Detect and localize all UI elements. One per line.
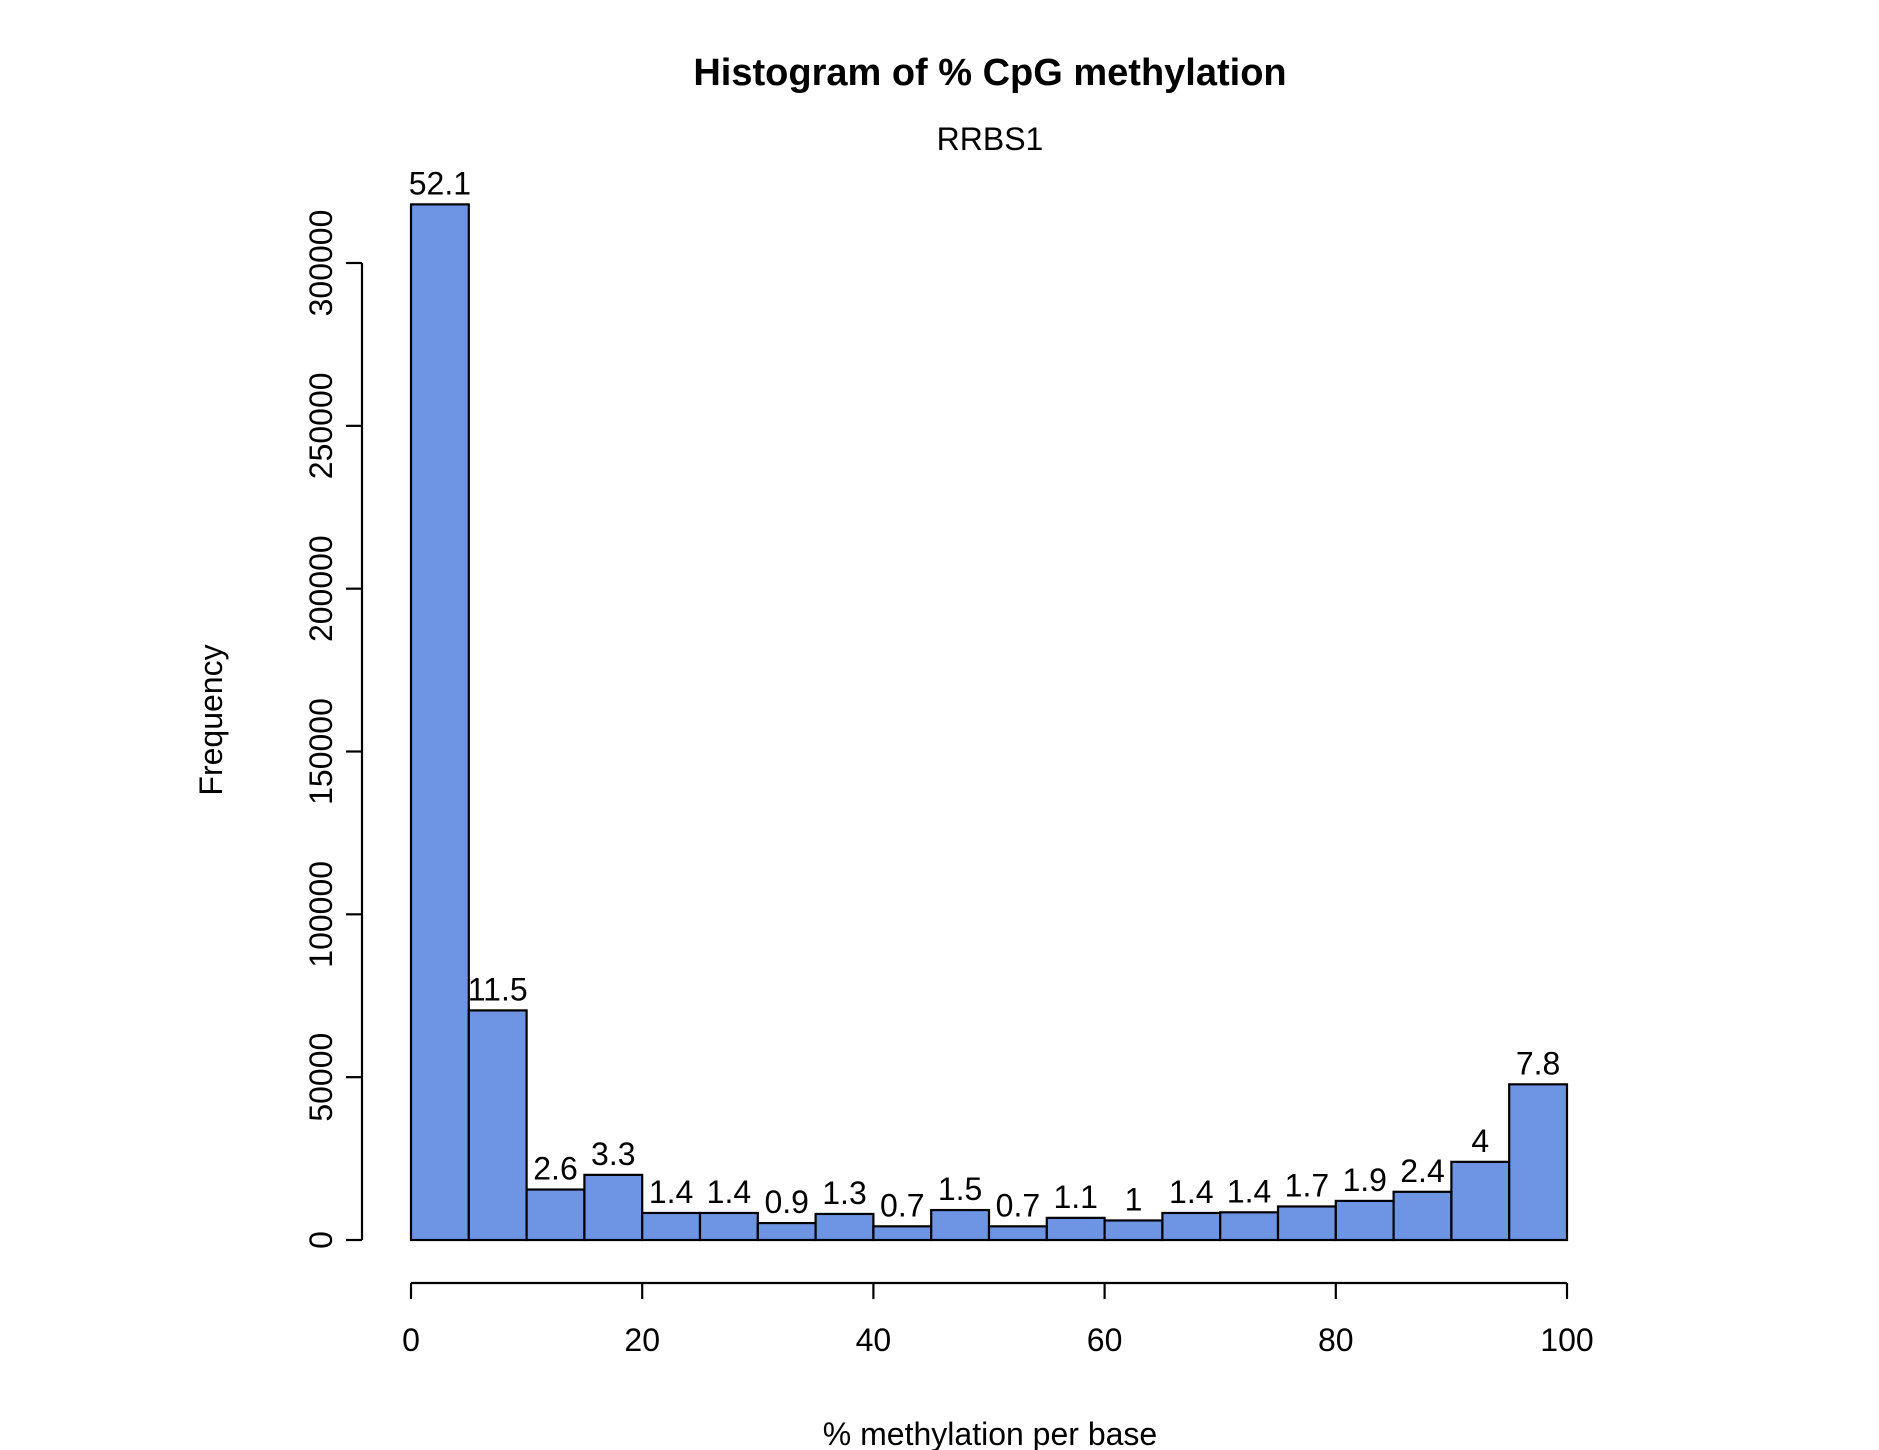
histogram-bar	[814, 1212, 875, 1242]
bar-data-label: 2.4	[1400, 1153, 1444, 1189]
x-axis: 0 20 40 60 80 100	[402, 1281, 1594, 1358]
bar-data-label: 52.1	[409, 165, 471, 201]
bar-data-label: 1.1	[1053, 1179, 1097, 1215]
x-tick-label: 80	[1318, 1322, 1354, 1358]
x-axis-label: % methylation per base	[823, 1416, 1157, 1450]
bar-data-label: 1.4	[1227, 1173, 1271, 1209]
bar-data-label: 2.6	[533, 1151, 577, 1187]
bar-data-label: 3.3	[591, 1136, 635, 1172]
chart-subtitle: RRBS1	[937, 121, 1044, 157]
histogram-bar	[1103, 1219, 1164, 1242]
histogram-bar	[525, 1188, 586, 1242]
bar-data-label: 4	[1471, 1123, 1489, 1159]
histogram-bar	[1508, 1083, 1569, 1242]
x-tick-label: 0	[402, 1322, 420, 1358]
histogram-bar	[1450, 1160, 1511, 1242]
histogram-bar	[641, 1211, 702, 1242]
bar-data-label: 0.7	[996, 1187, 1040, 1223]
bar-data-label: 1.4	[649, 1174, 693, 1210]
bar-data-label: 7.8	[1516, 1045, 1560, 1081]
x-tick-label: 60	[1087, 1322, 1123, 1358]
histogram-bar	[1392, 1190, 1453, 1242]
y-axis: 0 50000 100000 150000 200000 250000 300000	[303, 210, 364, 1249]
y-axis-label: Frequency	[193, 644, 229, 795]
x-tick-label: 100	[1540, 1322, 1593, 1358]
y-tick-label: 0	[303, 1231, 339, 1249]
histogram-bar	[698, 1211, 759, 1242]
x-tick-label: 20	[624, 1322, 660, 1358]
histogram-bar	[1161, 1211, 1222, 1242]
y-tick-label: 100000	[303, 861, 339, 968]
histogram-bar	[756, 1221, 817, 1242]
histogram-bar	[1334, 1199, 1395, 1242]
histogram-bar	[1276, 1205, 1337, 1242]
histogram-bar	[1219, 1211, 1280, 1242]
bar-data-label: 1.4	[707, 1174, 751, 1210]
bar-data-label: 1.4	[1169, 1174, 1213, 1210]
y-tick-label: 200000	[303, 535, 339, 642]
histogram-bar	[930, 1208, 991, 1242]
histogram-bar	[583, 1173, 644, 1242]
y-tick-label: 50000	[303, 1033, 339, 1122]
chart-title: Histogram of % CpG methylation	[693, 52, 1286, 94]
y-tick-label: 250000	[303, 372, 339, 479]
histogram-bar	[987, 1225, 1048, 1242]
y-tick-label: 150000	[303, 698, 339, 805]
bar-data-label: 1.5	[938, 1171, 982, 1207]
bar-data-label: 0.7	[880, 1187, 924, 1223]
histogram-bar	[409, 203, 470, 1242]
data-labels-layer: 52.111.52.6 3.31.4 1.4 0.9 1.3 0.7 1.5 0.7 1.1 1 1…	[409, 165, 1561, 1223]
x-tick-label: 40	[856, 1322, 892, 1358]
bar-data-label: 0.9	[764, 1184, 808, 1220]
bar-data-label: 11.5	[468, 971, 528, 1007]
bar-data-label: 1.7	[1285, 1167, 1329, 1203]
histogram-bar	[467, 1009, 528, 1242]
histogram-bar	[872, 1225, 933, 1242]
bar-data-label: 1	[1125, 1181, 1143, 1217]
y-tick-label: 300000	[303, 210, 339, 317]
histogram-bar	[1045, 1216, 1106, 1242]
bar-data-label: 1.9	[1342, 1162, 1386, 1198]
bars-layer	[409, 203, 1569, 1242]
bar-data-label: 1.3	[822, 1175, 866, 1211]
